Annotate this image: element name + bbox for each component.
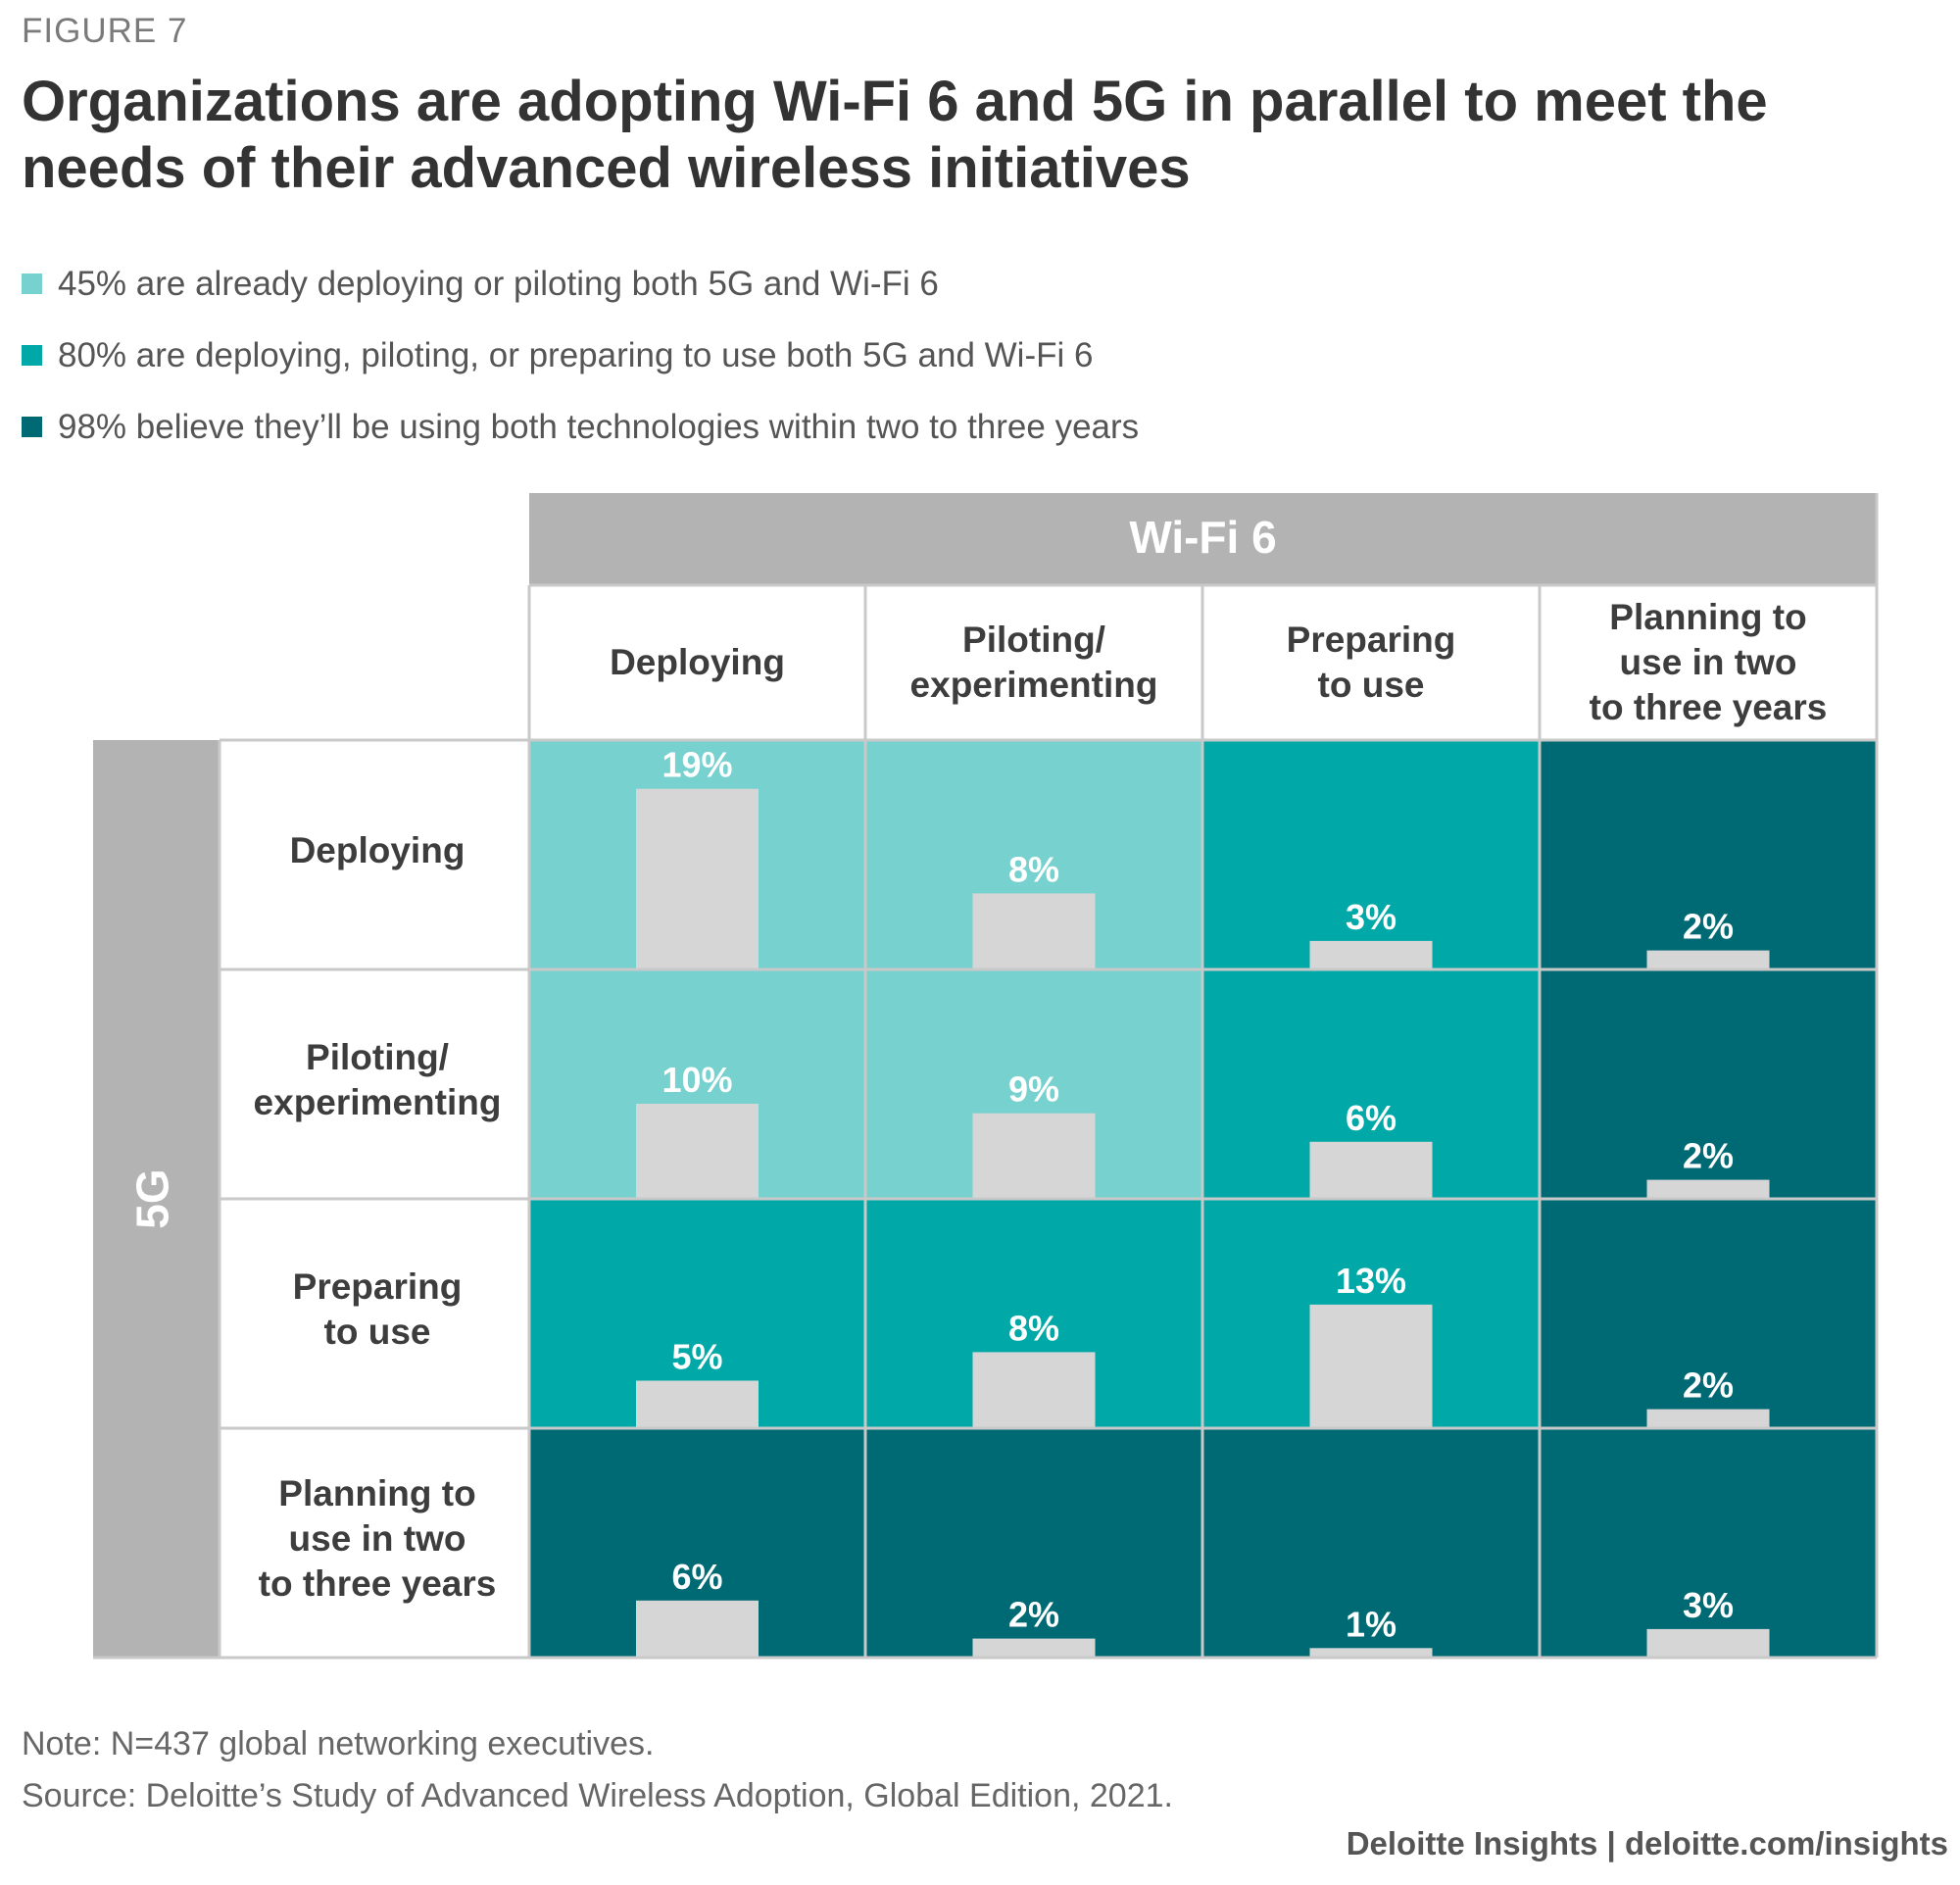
value-label: 9%: [1008, 1069, 1059, 1110]
matrix-cell: [865, 1428, 1202, 1658]
value-label: 2%: [1683, 1365, 1734, 1406]
value-bar: [1646, 1409, 1770, 1428]
value-bar: [1309, 1141, 1433, 1199]
value-label: 2%: [1683, 1136, 1734, 1176]
value-label: 10%: [662, 1060, 732, 1100]
legend-swatch: [22, 273, 42, 294]
value-label: 2%: [1008, 1595, 1059, 1635]
value-bar: [1309, 940, 1433, 969]
matrix-cell: [1540, 1199, 1877, 1428]
value-bar: [972, 1352, 1096, 1428]
notes: Note: N=437 global networking executives…: [22, 1718, 1173, 1822]
legend-text: 80% are deploying, piloting, or preparin…: [58, 335, 1094, 374]
value-bar: [636, 1380, 759, 1428]
value-label: 1%: [1346, 1604, 1396, 1644]
value-label: 8%: [1008, 849, 1059, 889]
value-bar: [1309, 1648, 1433, 1658]
value-bar: [972, 1638, 1096, 1658]
wifi6-axis-label: Wi-Fi 6: [1129, 512, 1276, 563]
legend-item: 45% are already deploying or piloting bo…: [22, 248, 1139, 320]
value-label: 19%: [662, 745, 732, 785]
brand-footer: Deloitte Insights | deloitte.com/insight…: [1346, 1825, 1948, 1861]
matrix-cell: [1540, 1428, 1877, 1658]
value-label: 2%: [1683, 907, 1734, 947]
legend-text: 98% believe they’ll be using both techno…: [58, 407, 1140, 446]
value-bar: [972, 893, 1096, 969]
matrix-cell: [1202, 1428, 1540, 1658]
value-bar: [1309, 1304, 1433, 1428]
row-header: Preparing to use: [293, 1266, 463, 1352]
row-header: Planning to use in two to three years: [259, 1473, 497, 1604]
value-label: 13%: [1336, 1261, 1406, 1301]
matrix-cell: [1540, 740, 1877, 969]
value-label: 8%: [1008, 1308, 1059, 1348]
value-bar: [636, 788, 759, 969]
value-bar: [1646, 950, 1770, 969]
value-label: 3%: [1683, 1585, 1734, 1625]
figure-label: FIGURE 7: [22, 12, 188, 50]
5g-axis-label: 5G: [127, 1168, 178, 1228]
value-bar: [636, 1104, 759, 1199]
column-header: Planning to use in two to three years: [1590, 597, 1828, 727]
5g-header-band: [93, 740, 220, 1658]
column-header: Piloting/experimenting: [910, 620, 1158, 705]
value-bar: [1646, 1628, 1770, 1658]
value-bar: [636, 1600, 759, 1658]
value-label: 6%: [671, 1557, 722, 1597]
note-text: Note: N=437 global networking executives…: [22, 1725, 655, 1762]
row-header: Piloting/experimenting: [254, 1037, 502, 1122]
legend-text: 45% are already deploying or piloting bo…: [58, 264, 939, 303]
value-bar: [1646, 1179, 1770, 1199]
source-text: Source: Deloitte’s Study of Advanced Wir…: [22, 1777, 1173, 1814]
column-header: Preparing to use: [1287, 620, 1456, 705]
column-header: Deploying: [610, 642, 785, 682]
value-label: 3%: [1346, 897, 1396, 937]
value-label: 5%: [671, 1337, 722, 1377]
value-bar: [972, 1113, 1096, 1199]
legend-item: 98% believe they’ll be using both techno…: [22, 391, 1139, 463]
row-header: Deploying: [290, 830, 466, 870]
legend: 45% are already deploying or piloting bo…: [22, 248, 1139, 463]
value-label: 6%: [1346, 1098, 1396, 1138]
legend-swatch: [22, 417, 42, 437]
matrix-cell: [1202, 740, 1540, 969]
matrix-cell: [1540, 969, 1877, 1199]
wifi6-header-band: [529, 493, 1877, 585]
chart-title: Organizations are adopting Wi-Fi 6 and 5…: [22, 70, 1768, 200]
legend-swatch: [22, 345, 42, 366]
legend-item: 80% are deploying, piloting, or preparin…: [22, 320, 1139, 391]
